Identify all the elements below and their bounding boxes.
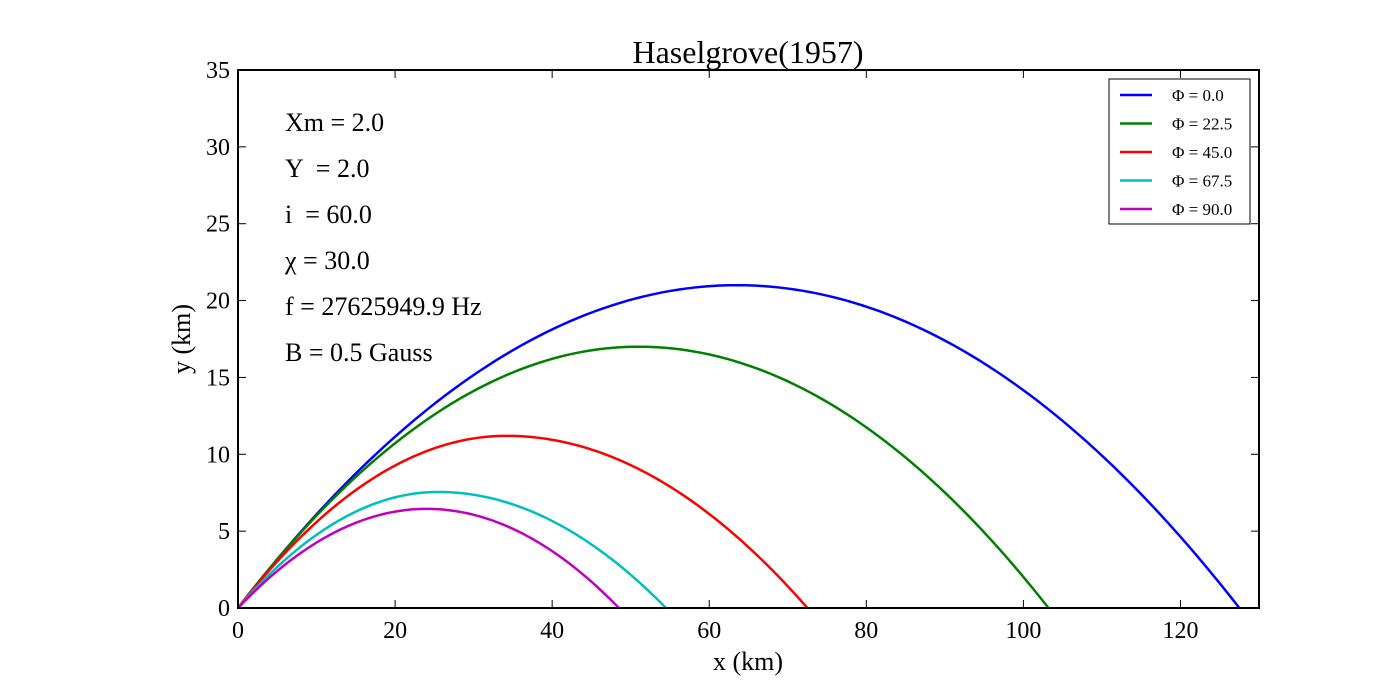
annotation-text: χ = 30.0	[284, 246, 370, 275]
x-tick-label: 80	[854, 618, 878, 644]
annotation-text: Xm = 2.0	[285, 108, 384, 137]
annotation-text: Y = 2.0	[285, 154, 369, 183]
x-tick-label: 0	[232, 618, 244, 644]
x-tick-label: 20	[383, 618, 407, 644]
axis-ticks: 0 20 40 60 80 100 120 0 5 10 15 20 25 30 35	[206, 58, 1259, 644]
y-tick-label: 30	[206, 135, 230, 161]
y-tick-label: 5	[218, 519, 230, 545]
legend-entry-label: Φ = 90.0	[1172, 200, 1232, 219]
y-tick-label: 20	[206, 289, 230, 315]
annotation-text: B = 0.5 Gauss	[285, 338, 433, 367]
x-tick-label: 100	[1005, 618, 1041, 644]
y-tick-label: 25	[206, 212, 230, 238]
series-line-3	[237, 490, 667, 609]
y-tick-label: 10	[206, 442, 230, 468]
legend: Φ = 0.0 Φ = 22.5 Φ = 45.0 Φ = 67.5 Φ = 90.0	[1108, 78, 1251, 225]
legend-entry-label: Φ = 0.0	[1172, 86, 1224, 105]
annotation-text: f = 27625949.9 Hz	[285, 292, 482, 321]
series-lines	[237, 283, 1241, 609]
plot-frame	[237, 69, 1260, 609]
parameter-annotations: Xm = 2.0 Y = 2.0 i = 60.0 χ = 30.0 f = 27625…	[284, 108, 482, 367]
series-line-0	[237, 283, 1241, 609]
y-tick-label: 35	[206, 58, 230, 84]
legend-entry-label: Φ = 22.5	[1172, 115, 1232, 134]
legend-entry-label: Φ = 67.5	[1172, 172, 1232, 191]
series-line-2	[237, 434, 809, 609]
legend-entry-label: Φ = 45.0	[1172, 143, 1232, 162]
x-tick-label: 120	[1162, 618, 1198, 644]
x-axis-label: x (km)	[713, 647, 783, 676]
y-tick-label: 15	[206, 365, 230, 391]
x-tick-label: 60	[697, 618, 721, 644]
series-line-1	[237, 345, 1050, 609]
annotation-text: i = 60.0	[285, 200, 372, 229]
series-line-4	[237, 507, 620, 609]
x-tick-label: 40	[540, 618, 564, 644]
y-tick-label: 0	[218, 596, 230, 622]
chart-title: Haselgrove(1957)	[632, 34, 863, 70]
y-axis-label: y (km)	[167, 304, 196, 374]
